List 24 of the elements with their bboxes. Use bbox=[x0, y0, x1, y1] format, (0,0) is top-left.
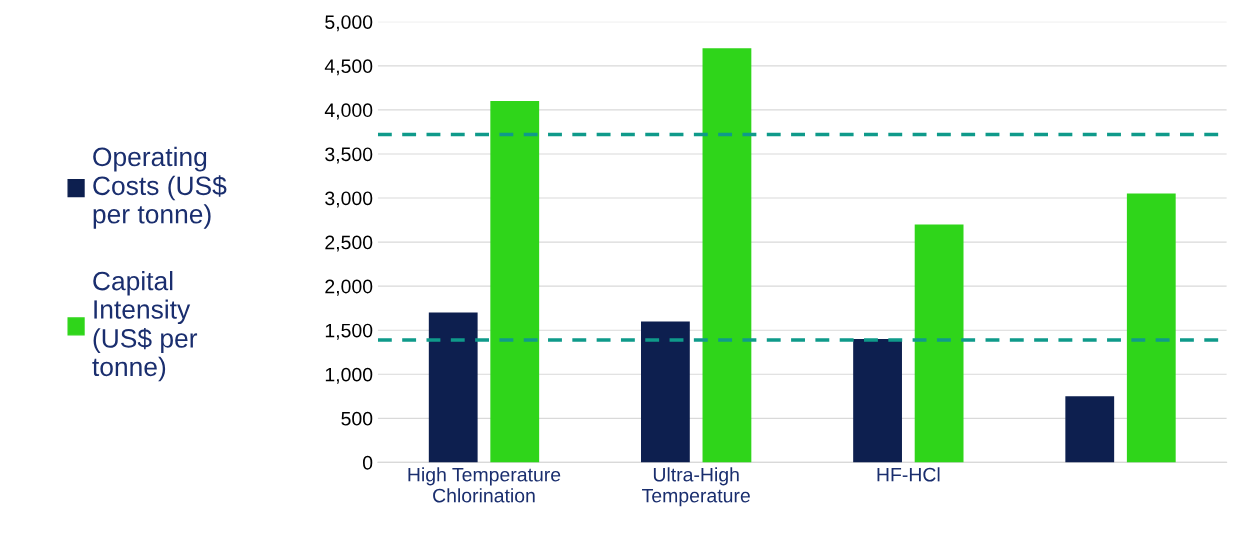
bar bbox=[1126, 193, 1176, 463]
y-tick-label: 4,500 bbox=[324, 59, 373, 76]
legend-label: Operating Costs (US$ per tonne) bbox=[93, 146, 227, 229]
y-tick-label: 1,000 bbox=[325, 367, 373, 384]
y-tick-label: 500 bbox=[341, 411, 373, 426]
y-tick-label: 3,000 bbox=[325, 191, 373, 208]
bar bbox=[641, 321, 690, 463]
y-tick-label: 0 bbox=[362, 455, 373, 470]
bar bbox=[1065, 396, 1115, 463]
bar bbox=[853, 339, 902, 463]
y-tick-label: 3,500 bbox=[325, 147, 373, 164]
bar bbox=[490, 101, 540, 463]
y-tick-label: 2,000 bbox=[325, 279, 373, 296]
x-tick-label: HF-HCl bbox=[877, 467, 940, 482]
y-tick-label: 5,000 bbox=[325, 15, 373, 32]
x-tick-label: Ultra-High Temperature bbox=[642, 467, 750, 507]
y-tick-label: 1,500 bbox=[325, 323, 373, 340]
y-tick-label: 4,000 bbox=[324, 103, 373, 120]
bar bbox=[428, 312, 478, 463]
x-tick-label: High Temperature Chlorination bbox=[408, 467, 561, 503]
bar bbox=[914, 224, 964, 463]
bar bbox=[702, 48, 752, 463]
y-tick-label: 2,500 bbox=[325, 235, 373, 252]
legend-label: Capital Intensity (US$ per tonne) bbox=[92, 271, 198, 382]
